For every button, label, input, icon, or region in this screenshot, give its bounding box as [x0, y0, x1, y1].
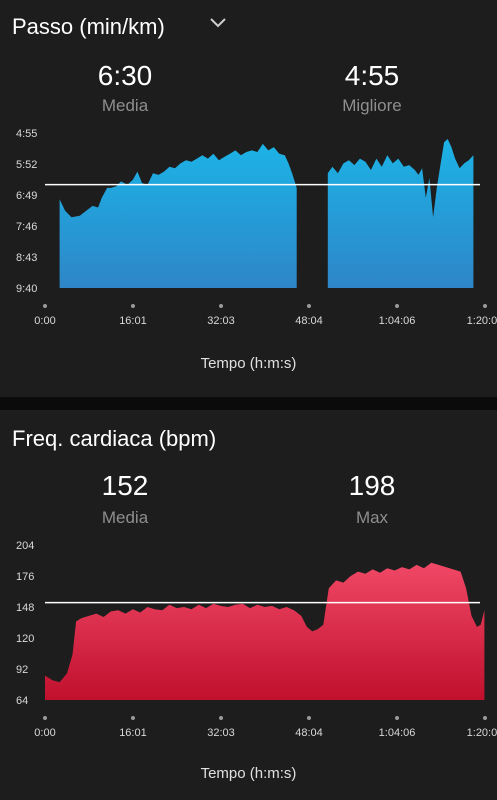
pace-y-tick-label: 8:43 — [16, 252, 37, 264]
pace-x-tick-dot — [219, 304, 224, 308]
hr-y-tick-label: 92 — [16, 664, 28, 676]
pace-chart[interactable]: 4:55 5:52 6:49 7:46 8:43 9:40 0:00 16:01 32:03 48… — [0, 120, 497, 335]
pace-x-tick-dot — [130, 304, 135, 308]
pace-area-segment — [327, 139, 474, 288]
pace-x-tick-label: 16:01 — [119, 315, 147, 327]
hr-x-tick-label: 48:04 — [295, 727, 323, 739]
heart-rate-average-value: 152 — [101, 470, 149, 501]
heart-rate-max-label: Max — [355, 508, 389, 527]
heart-rate-title: Freq. cardiaca (bpm) — [12, 426, 217, 451]
pace-x-axis-title: Tempo (h:m:s) — [200, 355, 297, 372]
heart-rate-max-value: 198 — [348, 470, 396, 501]
pace-average-value: 6:30 — [97, 60, 153, 91]
heart-rate-chart[interactable]: 204 176 148 120 92 64 0:00 16:01 32:03 48:04 1:04:… — [0, 535, 497, 750]
hr-y-tick-label: 148 — [16, 602, 34, 614]
pace-y-tick-label: 9:40 — [16, 283, 37, 295]
pace-best-value: 4:55 — [344, 60, 400, 91]
pace-y-tick-label: 4:55 — [16, 128, 37, 140]
pace-y-tick-label: 7:46 — [16, 221, 37, 233]
pace-x-tick-label: 1:20:07 — [467, 315, 497, 327]
pace-card: Passo (min/km) 6:30 Media 4:55 Migliore … — [0, 0, 497, 397]
pace-area-segment — [59, 143, 297, 288]
hr-y-tick-label: 176 — [16, 571, 34, 583]
hr-y-tick-label: 204 — [16, 540, 34, 552]
heart-rate-x-axis-title: Tempo (h:m:s) — [200, 765, 297, 782]
pace-x-tick-dot — [395, 304, 400, 308]
pace-x-tick-dot — [43, 304, 47, 308]
pace-best-label: Migliore — [342, 96, 402, 115]
heart-rate-area — [45, 562, 485, 700]
pace-average-label: Media — [101, 96, 149, 115]
pace-y-tick-label: 5:52 — [16, 159, 37, 171]
hr-x-tick-label: 32:03 — [207, 727, 235, 739]
hr-y-tick-label: 120 — [16, 633, 34, 645]
pace-title[interactable]: Passo (min/km) — [12, 14, 165, 39]
hr-x-tick-dot — [219, 716, 224, 720]
pace-x-tick-label: 32:03 — [207, 315, 235, 327]
chevron-down-icon[interactable] — [208, 16, 228, 30]
hr-x-tick-label: 1:04:06 — [379, 727, 416, 739]
pace-x-tick-dot — [306, 304, 311, 308]
hr-x-tick-dot — [483, 716, 487, 720]
hr-x-tick-dot — [43, 716, 47, 720]
pace-x-tick-dot — [483, 304, 487, 308]
hr-x-tick-label: 0:00 — [34, 727, 55, 739]
hr-x-tick-label: 1:20:07 — [467, 727, 497, 739]
hr-y-tick-label: 64 — [16, 695, 28, 707]
card-separator — [0, 397, 497, 410]
hr-x-tick-label: 16:01 — [119, 727, 147, 739]
pace-y-tick-label: 6:49 — [16, 190, 37, 202]
heart-rate-card: Freq. cardiaca (bpm) 152 Media 198 Max 2… — [0, 410, 497, 800]
hr-x-tick-dot — [395, 716, 400, 720]
pace-x-tick-label: 48:04 — [295, 315, 323, 327]
heart-rate-average-label: Media — [101, 508, 149, 527]
pace-x-tick-label: 0:00 — [34, 315, 55, 327]
hr-x-tick-dot — [130, 716, 135, 720]
pace-x-tick-label: 1:04:06 — [379, 315, 416, 327]
hr-x-tick-dot — [306, 716, 311, 720]
